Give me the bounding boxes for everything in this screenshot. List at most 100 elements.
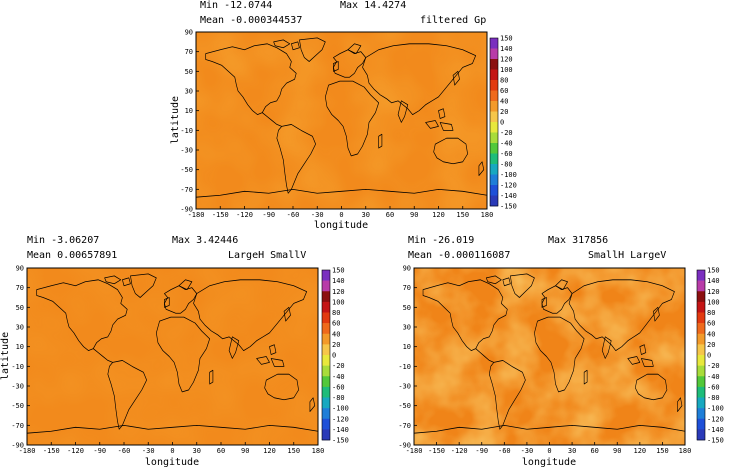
colorbar-swatch: [322, 323, 330, 335]
colorbar-swatch: [490, 48, 498, 60]
colorbar-swatch: [490, 122, 498, 133]
y-tick-label: -50: [180, 166, 193, 174]
x-tick-label: 120: [432, 211, 445, 219]
colorbar-tick-label: 140: [332, 277, 345, 285]
y-tick-label: 10: [403, 343, 411, 351]
colorbar-tick-label: 120: [500, 56, 513, 64]
colorbar-swatch: [322, 397, 330, 409]
colorbar-tick-label: 20: [500, 108, 508, 116]
x-tick-label: 0: [547, 447, 551, 455]
colorbar-tick-label: -80: [707, 394, 720, 402]
colorbar-swatch: [697, 312, 705, 324]
y-tick-labels: 90 70 50 30 10 -10 -30 -50 -70 -90: [398, 265, 417, 450]
colorbar-tick-label: 20: [707, 341, 715, 349]
x-axis-label: longitude: [522, 457, 576, 468]
colorbar-swatch: [697, 344, 705, 356]
colorbar-tick-label: -140: [500, 192, 517, 200]
panel-title: SmallH LargeV: [588, 250, 666, 261]
colorbar-frame: [696, 269, 706, 441]
y-tick-label: 10: [16, 343, 24, 351]
mean-label: Mean -0.000344537: [200, 15, 302, 26]
x-tick-label: -60: [287, 211, 300, 219]
colorbar-tick-label: 140: [500, 45, 513, 53]
colorbar-swatch: [322, 376, 330, 388]
x-tick-label: -150: [212, 211, 229, 219]
y-tick-labels: 90 70 50 30 10 -10 -30 -50 -70 -90: [180, 29, 199, 214]
y-tick-labels: 90 70 50 30 10 -10 -30 -50 -70 -90: [11, 265, 30, 450]
y-tick-label: 50: [185, 68, 193, 76]
y-tick-label: 30: [16, 324, 24, 332]
y-tick-label: 70: [16, 284, 24, 292]
x-tick-label: 180: [481, 211, 494, 219]
y-axis-label: latitude: [0, 332, 11, 380]
colorbar-tick-label: -120: [500, 182, 517, 190]
y-tick-label: -70: [398, 422, 411, 430]
x-tick-label: 30: [568, 447, 576, 455]
x-tick-label: 180: [312, 447, 325, 455]
x-tick-label: 60: [217, 447, 225, 455]
x-tick-label: -30: [142, 447, 155, 455]
colorbar-tick-label: 80: [707, 309, 715, 317]
y-tick-label: 90: [403, 265, 411, 273]
colorbar-tick-label: 60: [707, 320, 715, 328]
colorbar-swatch: [490, 90, 498, 102]
y-tick-label: -30: [398, 383, 411, 391]
colorbar-swatch: [697, 333, 705, 345]
min-label: Min -26.019: [408, 235, 474, 246]
colorbar-tick-label: -80: [500, 161, 513, 169]
colorbar-tick-label: -140: [332, 426, 349, 434]
x-tick-label: 90: [613, 447, 621, 455]
colorbar-swatch: [322, 429, 330, 441]
colorbar-tick-label: 100: [332, 298, 345, 306]
x-tick-label: -180: [406, 447, 423, 455]
x-tick-label: 0: [339, 211, 343, 219]
y-tick-label: -30: [11, 383, 24, 391]
colorbar-swatch: [697, 386, 705, 398]
colorbar-tick-label: -20: [500, 129, 513, 137]
colorbar-tick-label: 0: [332, 352, 336, 360]
x-tick-label: -90: [262, 211, 275, 219]
colorbar: 150 140 120 100 80 60 40 20 0 -20 -40 -60 -80 -100 -12…: [696, 267, 724, 445]
colorbar-tick-label: 120: [707, 288, 720, 296]
colorbar-tick-label: 40: [332, 330, 340, 338]
x-tick-label: 120: [263, 447, 276, 455]
y-tick-label: -30: [180, 147, 193, 155]
map-texture: [27, 268, 318, 445]
x-tick-label: 30: [362, 211, 370, 219]
x-tick-label: 90: [410, 211, 418, 219]
colorbar-tick-label: -40: [707, 373, 720, 381]
y-tick-label: 30: [403, 324, 411, 332]
panel-filtered-gp: Min -12.0744 Max 14.4274 Mean -0.0003445…: [170, 0, 517, 231]
x-tick-label: 90: [241, 447, 249, 455]
x-tick-label: -60: [498, 447, 511, 455]
mean-label: Mean 0.00657891: [27, 250, 117, 261]
colorbar-tick-label: -60: [707, 383, 720, 391]
y-tick-label: 30: [185, 88, 193, 96]
colorbar-tick-label: 80: [332, 309, 340, 317]
map-texture: [196, 32, 487, 209]
colorbar-tick-label: 140: [707, 277, 720, 285]
colorbar-swatch: [490, 132, 498, 144]
colorbar-tick-label: 40: [707, 330, 715, 338]
x-tick-label: -30: [521, 447, 534, 455]
colorbar-swatch: [697, 365, 705, 377]
y-tick-label: 70: [185, 48, 193, 56]
colorbar-swatch: [322, 312, 330, 324]
panel-smallh-largev: Min -26.019 Max 317856 Mean -0.000116087…: [398, 235, 724, 468]
x-tick-label: -90: [93, 447, 106, 455]
y-axis-label: latitude: [170, 96, 181, 144]
x-axis-label: longitude: [314, 220, 368, 231]
colorbar-tick-label: 0: [707, 352, 711, 360]
colorbar-swatch: [490, 111, 498, 123]
colorbar-tick-label: 100: [500, 66, 513, 74]
x-tick-labels: -180 -150 -120 -90 -60 -30 0 30 60 90 120 150 180: [19, 442, 325, 455]
x-axis-label: longitude: [145, 457, 199, 468]
x-tick-label: 30: [193, 447, 201, 455]
x-tick-label: 150: [656, 447, 669, 455]
x-tick-label: -150: [428, 447, 445, 455]
map-texture: [414, 268, 685, 445]
x-tick-label: -60: [118, 447, 131, 455]
colorbar-tick-label: -20: [332, 362, 345, 370]
colorbar-swatch: [697, 323, 705, 335]
